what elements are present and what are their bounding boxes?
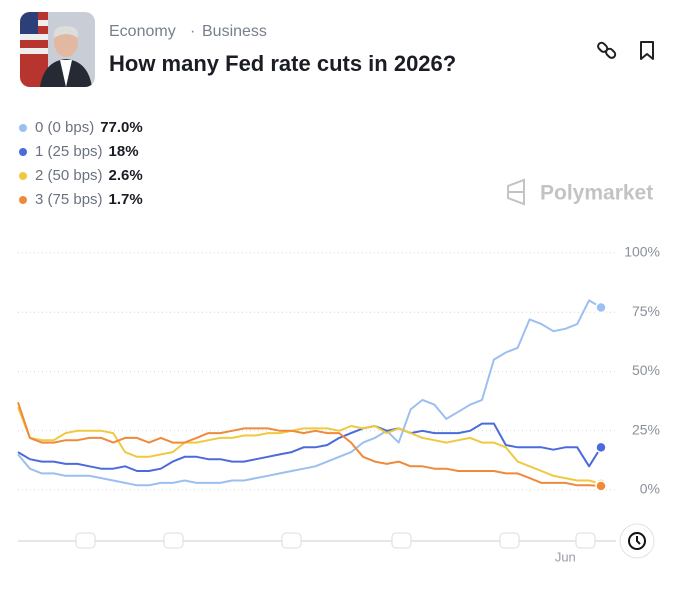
legend-marker bbox=[19, 172, 27, 180]
legend-entry: 3 (75 bps) 1.7% bbox=[35, 191, 143, 208]
bookmark-icon[interactable] bbox=[640, 41, 654, 60]
link-icon[interactable] bbox=[597, 41, 617, 59]
y-tick-label: 100% bbox=[624, 244, 660, 260]
legend-entry: 0 (0 bps) 77.0% bbox=[35, 119, 143, 136]
y-tick-label: 50% bbox=[632, 362, 660, 378]
legend-value: 77.0% bbox=[100, 119, 143, 136]
x-tick-label: Jun bbox=[555, 549, 576, 564]
end-point bbox=[595, 301, 607, 314]
legend-name: 0 (0 bps) bbox=[35, 119, 94, 136]
y-tick-label: 0% bbox=[640, 481, 660, 497]
legend-entry: 2 (50 bps) 2.6% bbox=[35, 167, 143, 184]
legend-entry: 1 (25 bps) 18% bbox=[35, 143, 139, 160]
legend-name: 2 (50 bps) bbox=[35, 167, 103, 184]
separator: · bbox=[190, 23, 195, 40]
category[interactable]: Economy bbox=[109, 23, 176, 40]
watermark: Polymarket bbox=[507, 178, 653, 206]
y-tick-label: 75% bbox=[632, 303, 660, 319]
series-line bbox=[17, 406, 602, 485]
legend-marker bbox=[19, 196, 27, 204]
series-line bbox=[17, 401, 602, 487]
subcategory[interactable]: Business bbox=[202, 23, 267, 40]
title: How many Fed rate cuts in 2026? bbox=[109, 51, 456, 76]
end-point bbox=[595, 480, 607, 492]
legend-value: 18% bbox=[109, 143, 139, 160]
legend-value: 2.6% bbox=[109, 167, 143, 184]
legend-marker bbox=[19, 148, 27, 156]
slider-handles[interactable] bbox=[75, 532, 596, 549]
time-button[interactable] bbox=[619, 523, 655, 559]
end-point bbox=[595, 441, 607, 454]
series-line bbox=[17, 422, 602, 472]
brand: Polymarket bbox=[540, 182, 653, 205]
legend-marker bbox=[19, 124, 27, 132]
legend-value: 1.7% bbox=[109, 191, 143, 208]
y-tick-label: 25% bbox=[632, 421, 660, 437]
legend-name: 3 (75 bps) bbox=[35, 191, 103, 208]
series-line bbox=[17, 299, 602, 487]
avatar bbox=[20, 12, 95, 87]
legend-name: 1 (25 bps) bbox=[35, 143, 103, 160]
